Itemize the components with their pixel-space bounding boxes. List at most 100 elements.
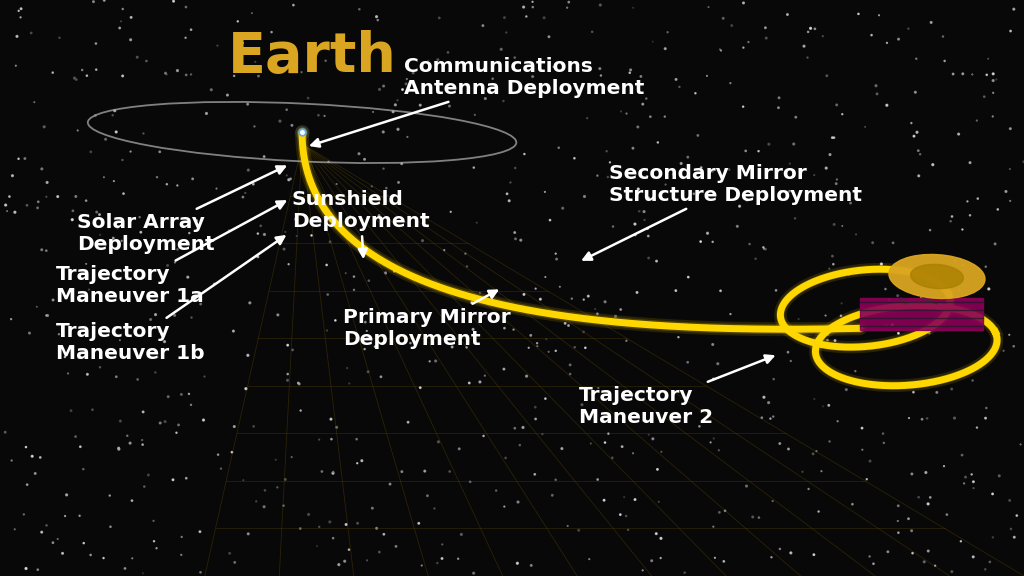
Point: [815, 402, 831, 411]
Point: [321, 157, 337, 166]
Point: [541, 347, 557, 357]
Point: [376, 164, 392, 173]
Point: [954, 69, 971, 78]
Point: [910, 377, 927, 386]
Point: [965, 312, 981, 321]
FancyBboxPatch shape: [860, 298, 983, 329]
Point: [284, 453, 300, 462]
Point: [874, 429, 891, 438]
Point: [955, 479, 972, 488]
Point: [629, 288, 645, 297]
Point: [984, 112, 1000, 121]
Point: [159, 180, 175, 189]
Point: [652, 554, 669, 563]
Point: [854, 423, 870, 433]
Point: [62, 406, 79, 415]
Point: [367, 342, 383, 351]
Point: [27, 97, 43, 107]
Point: [475, 21, 492, 30]
Point: [920, 499, 936, 509]
Point: [18, 200, 35, 210]
Point: [909, 291, 926, 300]
Point: [193, 300, 209, 309]
Point: [680, 153, 696, 162]
Point: [713, 286, 729, 295]
Point: [927, 561, 943, 570]
Point: [520, 343, 537, 353]
Point: [761, 139, 777, 149]
Point: [605, 222, 622, 231]
Point: [178, 2, 195, 12]
Point: [400, 418, 417, 427]
Point: [581, 555, 597, 564]
Point: [607, 312, 624, 321]
Point: [985, 69, 1001, 78]
Point: [68, 192, 84, 201]
Point: [434, 554, 451, 563]
Point: [451, 444, 467, 453]
Point: [879, 38, 895, 47]
Point: [801, 484, 817, 494]
Point: [673, 159, 689, 168]
Point: [370, 16, 386, 25]
Point: [293, 67, 309, 77]
Point: [907, 88, 924, 97]
Point: [639, 224, 655, 233]
Point: [900, 514, 916, 524]
Point: [466, 569, 482, 576]
Point: [575, 295, 592, 304]
Point: [826, 336, 843, 345]
Point: [935, 32, 951, 41]
Point: [91, 210, 108, 219]
Point: [398, 74, 415, 84]
Point: [786, 214, 803, 223]
Point: [548, 475, 564, 484]
Point: [538, 335, 554, 344]
Point: [234, 39, 251, 48]
Point: [170, 420, 186, 430]
Point: [532, 294, 549, 304]
Point: [559, 3, 575, 12]
Point: [981, 285, 997, 294]
Point: [636, 207, 652, 216]
Point: [191, 527, 208, 536]
Point: [858, 475, 874, 484]
Point: [535, 430, 551, 439]
Point: [393, 159, 410, 168]
Point: [711, 508, 727, 517]
Point: [640, 232, 656, 241]
Point: [806, 395, 822, 404]
Point: [430, 437, 446, 446]
Point: [311, 522, 328, 532]
Point: [857, 122, 873, 131]
Point: [169, 181, 185, 190]
Point: [639, 172, 655, 181]
Point: [279, 171, 295, 180]
Point: [283, 174, 299, 183]
Point: [1001, 165, 1018, 174]
Point: [95, 216, 112, 225]
Point: [711, 446, 727, 455]
Point: [538, 272, 554, 282]
Point: [69, 75, 85, 84]
Point: [844, 499, 860, 509]
Point: [369, 524, 385, 533]
Point: [477, 294, 494, 304]
Point: [469, 218, 485, 228]
Point: [496, 96, 512, 105]
Point: [985, 88, 1001, 97]
Point: [160, 261, 176, 270]
Point: [803, 24, 819, 33]
Point: [712, 45, 728, 54]
Point: [614, 442, 631, 451]
Point: [978, 403, 994, 412]
Point: [181, 389, 198, 399]
Point: [681, 194, 697, 203]
Point: [880, 547, 896, 556]
Point: [623, 65, 639, 74]
Point: [738, 482, 755, 491]
Point: [358, 327, 375, 336]
Point: [912, 150, 929, 159]
Point: [316, 111, 333, 120]
Point: [208, 184, 224, 193]
